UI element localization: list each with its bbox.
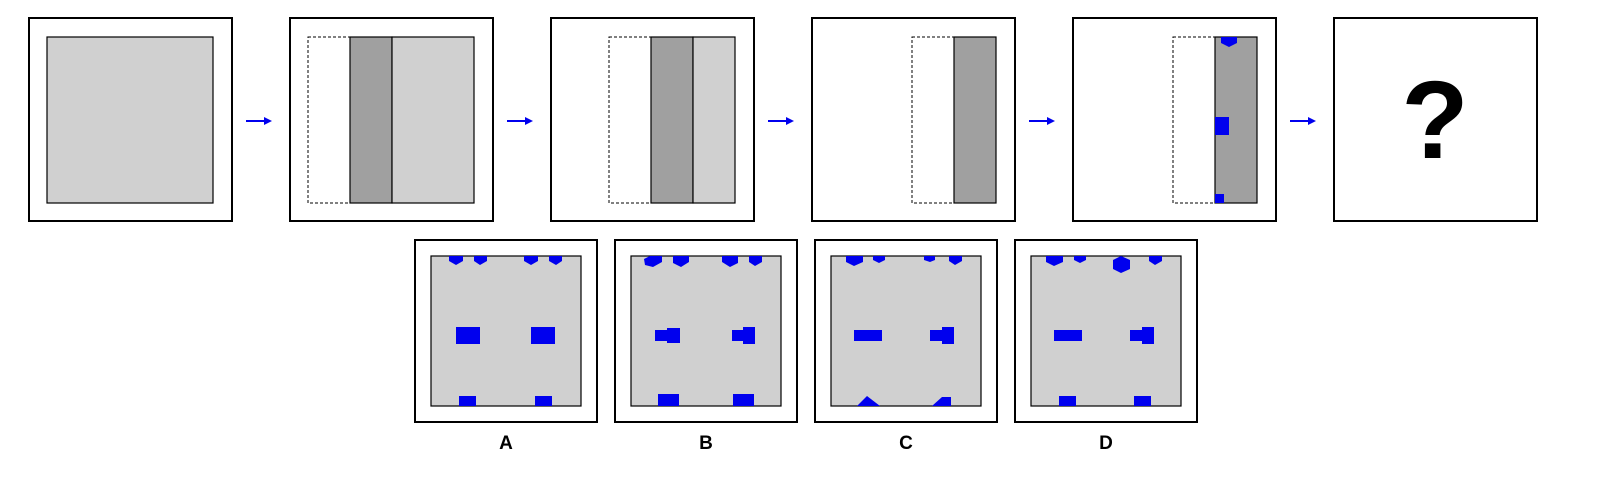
folded-strip bbox=[650, 36, 694, 204]
hole bbox=[722, 256, 738, 267]
hole bbox=[1046, 256, 1063, 266]
hole bbox=[524, 256, 538, 265]
option-a-label[interactable]: A bbox=[499, 433, 513, 454]
option-a-sheet bbox=[430, 255, 582, 407]
hole bbox=[873, 256, 885, 263]
hole bbox=[535, 396, 552, 406]
hole bbox=[456, 327, 480, 344]
hole bbox=[924, 256, 935, 262]
punched-hole-top bbox=[1221, 37, 1237, 47]
paper-remaining bbox=[391, 36, 475, 204]
hole bbox=[942, 327, 954, 344]
option-d-sheet bbox=[1030, 255, 1182, 407]
step-1-panel bbox=[28, 17, 233, 222]
step-3-panel bbox=[550, 17, 755, 222]
hole bbox=[733, 394, 754, 406]
folded-away-outline bbox=[911, 36, 955, 204]
folded-away-outline bbox=[307, 36, 351, 204]
hole bbox=[1149, 256, 1162, 265]
option-d[interactable]: D bbox=[1014, 239, 1198, 454]
hole bbox=[459, 396, 476, 406]
hole bbox=[667, 328, 680, 343]
hole bbox=[1134, 396, 1151, 406]
hole bbox=[749, 256, 762, 266]
hole bbox=[449, 256, 463, 265]
punched-hole-middle bbox=[1215, 117, 1229, 135]
option-c-sheet bbox=[830, 255, 982, 407]
question-mark: ? bbox=[1401, 59, 1468, 182]
hole bbox=[1074, 256, 1086, 263]
question-panel: ? bbox=[1333, 17, 1538, 222]
hole bbox=[743, 327, 755, 344]
hole bbox=[644, 256, 662, 267]
option-d-label[interactable]: D bbox=[1099, 433, 1113, 454]
hole bbox=[930, 330, 944, 341]
punched-hole-bottom bbox=[1215, 194, 1224, 203]
folded-strip bbox=[953, 36, 997, 204]
hole bbox=[655, 330, 671, 341]
hole bbox=[732, 330, 746, 341]
arrow-4 bbox=[1029, 117, 1055, 125]
hole bbox=[531, 327, 555, 344]
hole bbox=[1130, 330, 1144, 341]
hole bbox=[854, 330, 882, 341]
hole bbox=[1054, 330, 1082, 341]
hole bbox=[846, 256, 863, 266]
hole bbox=[1059, 396, 1076, 406]
hole bbox=[1142, 327, 1154, 344]
folded-away-outline bbox=[1172, 36, 1216, 204]
option-b[interactable]: B bbox=[614, 239, 798, 454]
step-4-panel bbox=[811, 17, 1016, 222]
paper-sheet bbox=[46, 36, 214, 204]
hole bbox=[549, 256, 562, 265]
hole bbox=[658, 394, 679, 406]
option-a[interactable]: A bbox=[414, 239, 598, 454]
folded-strip bbox=[349, 36, 393, 204]
hole bbox=[673, 256, 689, 267]
arrow-2 bbox=[507, 117, 533, 125]
option-c-label[interactable]: C bbox=[899, 433, 913, 454]
folded-away-outline bbox=[608, 36, 652, 204]
hole bbox=[474, 256, 487, 265]
arrow-5 bbox=[1290, 117, 1316, 125]
option-b-label[interactable]: B bbox=[699, 433, 713, 454]
option-c[interactable]: C bbox=[814, 239, 998, 454]
hole bbox=[1113, 256, 1130, 273]
arrow-3 bbox=[768, 117, 794, 125]
hole bbox=[932, 397, 951, 406]
step-2-panel bbox=[289, 17, 494, 222]
step-5-panel bbox=[1072, 17, 1277, 222]
arrow-1 bbox=[246, 117, 272, 125]
hole bbox=[949, 256, 962, 265]
option-b-sheet bbox=[630, 255, 782, 407]
hole bbox=[857, 396, 880, 406]
question-frame bbox=[1333, 17, 1538, 222]
paper-remaining bbox=[692, 36, 736, 204]
